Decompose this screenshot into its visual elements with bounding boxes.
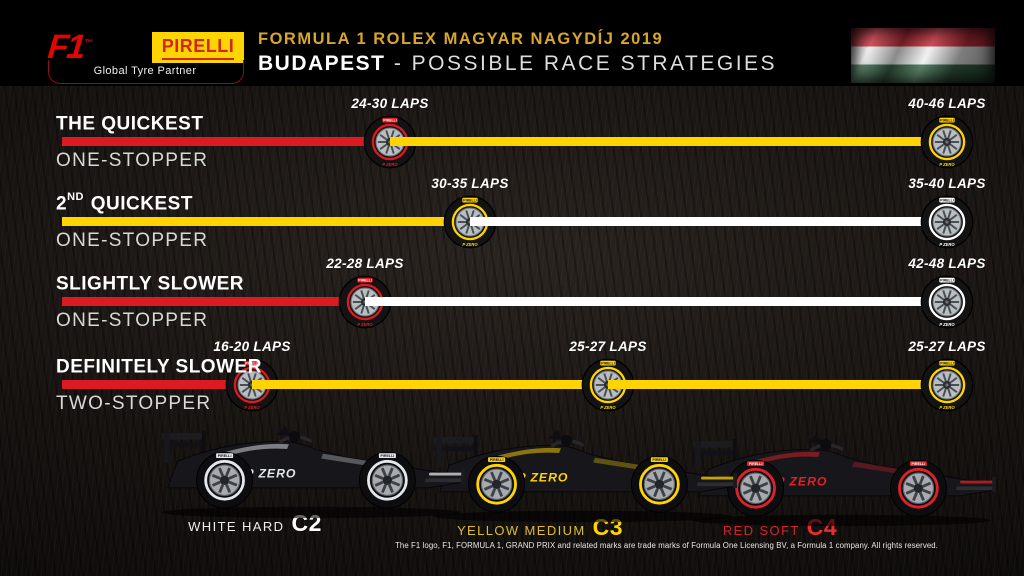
bar-segment-medium: [390, 137, 947, 146]
f1-car-yellow-medium: P ZERO PIRELLI PIRELLI: [352, 418, 804, 524]
svg-text:P ZERO: P ZERO: [776, 474, 827, 488]
tyre-icon-hard: PIRELLI P ZERO: [920, 195, 974, 249]
bar-segment-soft: [62, 297, 365, 306]
strategy-row-definitely-slower: PIRELLI P ZERO 16-20 LAPS PIRELLI P ZERO 25-2…: [0, 339, 1024, 417]
strategy-title: THE QUICKEST: [56, 113, 204, 135]
svg-text:PIRELLI: PIRELLI: [940, 279, 953, 283]
page-title: BUDAPEST - POSSIBLE RACE STRATEGIES: [258, 52, 777, 76]
svg-text:PIRELLI: PIRELLI: [653, 458, 667, 462]
title-text: THE QUICKEST: [56, 113, 204, 135]
svg-text:P ZERO: P ZERO: [939, 242, 955, 247]
bar-segment-medium: [62, 217, 470, 226]
svg-text:P ZERO: P ZERO: [517, 470, 568, 484]
svg-text:PIRELLI: PIRELLI: [490, 458, 504, 462]
strategy-plan: ONE-STOPPER: [56, 150, 209, 171]
svg-text:P ZERO: P ZERO: [382, 162, 398, 167]
svg-text:PIRELLI: PIRELLI: [940, 362, 953, 366]
svg-text:PIRELLI: PIRELLI: [463, 199, 476, 203]
strategy-bar: PIRELLI P ZERO 22-28 LAPS PIRELLI P ZERO 42-4…: [0, 256, 1024, 334]
svg-text:P ZERO: P ZERO: [600, 405, 616, 410]
svg-text:PIRELLI: PIRELLI: [245, 362, 258, 366]
strategy-bar: PIRELLI P ZERO 30-35 LAPS PIRELLI P ZERO 35-4…: [0, 176, 1024, 254]
strategy-row-2nd-quickest: PIRELLI P ZERO 30-35 LAPS PIRELLI P ZERO 35-4…: [0, 176, 1024, 254]
partner-underline-decoration: [48, 60, 244, 84]
svg-text:P ZERO: P ZERO: [462, 242, 478, 247]
strategy-plan: ONE-STOPPER: [56, 230, 209, 251]
strategy-bar: PIRELLI P ZERO 16-20 LAPS PIRELLI P ZERO 25-2…: [0, 339, 1024, 417]
tyre-icon-medium: PIRELLI P ZERO: [920, 115, 974, 169]
laps-label: 40-46 LAPS: [908, 96, 986, 111]
laps-label: 25-27 LAPS: [908, 339, 986, 354]
title-text: DEFINITELY SLOWER: [56, 356, 262, 378]
pirelli-wordmark: PIRELLI: [161, 36, 235, 60]
bar-segment-hard: [470, 217, 947, 226]
title-rest: QUICKEST: [84, 193, 193, 215]
tyre-icon-hard: PIRELLI P ZERO: [920, 275, 974, 329]
svg-text:P ZERO: P ZERO: [245, 466, 296, 480]
bar-segment-hard: [365, 297, 947, 306]
svg-text:PIRELLI: PIRELLI: [940, 199, 953, 203]
legend-name: WHITE HARD: [188, 519, 285, 534]
strategy-row-slightly-slower: PIRELLI P ZERO 22-28 LAPS PIRELLI P ZERO 42-4…: [0, 256, 1024, 334]
laps-label: 16-20 LAPS: [213, 339, 291, 354]
title-text: 2: [56, 193, 68, 215]
city-name: BUDAPEST: [258, 52, 386, 75]
bar-segment-medium: [252, 380, 608, 389]
svg-text:P ZERO: P ZERO: [939, 162, 955, 167]
event-title: FORMULA 1 ROLEX MAGYAR NAGYDÍJ 2019: [258, 30, 664, 48]
laps-label: 30-35 LAPS: [431, 176, 509, 191]
svg-text:P ZERO: P ZERO: [357, 322, 373, 327]
svg-text:PIRELLI: PIRELLI: [218, 454, 232, 458]
svg-text:P ZERO: P ZERO: [939, 405, 955, 410]
strategy-title: DEFINITELY SLOWER: [56, 356, 263, 378]
pirelli-logo: PIRELLI: [152, 32, 244, 63]
strategy-title: SLIGHTLY SLOWER: [56, 273, 245, 295]
laps-label: 25-27 LAPS: [569, 339, 647, 354]
svg-text:PIRELLI: PIRELLI: [358, 279, 371, 283]
strategy-title: 2ND QUICKEST: [56, 191, 193, 215]
svg-text:PIRELLI: PIRELLI: [601, 362, 614, 366]
tyre-icon-medium: PIRELLI P ZERO: [920, 358, 974, 412]
svg-text:P ZERO: P ZERO: [244, 405, 260, 410]
title-text: SLIGHTLY SLOWER: [56, 273, 245, 295]
f1-trademark: ™: [83, 37, 94, 48]
disclaimer-text: The F1 logo, F1, FORMULA 1, GRAND PRIX a…: [395, 541, 938, 550]
legend-name: RED SOFT: [722, 523, 800, 538]
f1-car-white-hard: P ZERO PIRELLI PIRELLI: [80, 414, 532, 520]
legend-name: YELLOW MEDIUM: [456, 523, 586, 538]
svg-text:PIRELLI: PIRELLI: [749, 462, 763, 466]
strategy-plan: TWO-STOPPER: [56, 393, 212, 414]
title-suffix: - POSSIBLE RACE STRATEGIES: [385, 52, 778, 75]
bar-segment-medium: [608, 380, 947, 389]
laps-label: 24-30 LAPS: [351, 96, 429, 111]
svg-text:PIRELLI: PIRELLI: [940, 119, 953, 123]
svg-text:PIRELLI: PIRELLI: [381, 454, 395, 458]
f1-car-red-soft: P ZERO PIRELLI PIRELLI: [622, 422, 1024, 528]
svg-text:PIRELLI: PIRELLI: [383, 119, 396, 123]
svg-text:PIRELLI: PIRELLI: [912, 462, 926, 466]
strategy-row-quickest: PIRELLI P ZERO 24-30 LAPS PIRELLI P ZERO 40-4…: [0, 96, 1024, 174]
bar-segment-soft: [62, 137, 390, 146]
laps-label: 35-40 LAPS: [908, 176, 986, 191]
svg-text:P ZERO: P ZERO: [939, 322, 955, 327]
laps-label: 22-28 LAPS: [326, 256, 404, 271]
strategy-bar: PIRELLI P ZERO 24-30 LAPS PIRELLI P ZERO 40-4…: [0, 96, 1024, 174]
laps-label: 42-48 LAPS: [908, 256, 986, 271]
strategy-plan: ONE-STOPPER: [56, 310, 209, 331]
title-sup: ND: [67, 191, 84, 203]
partner-label: Global Tyre Partner: [93, 65, 197, 77]
hungary-flag: [851, 28, 995, 83]
bar-segment-soft: [62, 380, 252, 389]
